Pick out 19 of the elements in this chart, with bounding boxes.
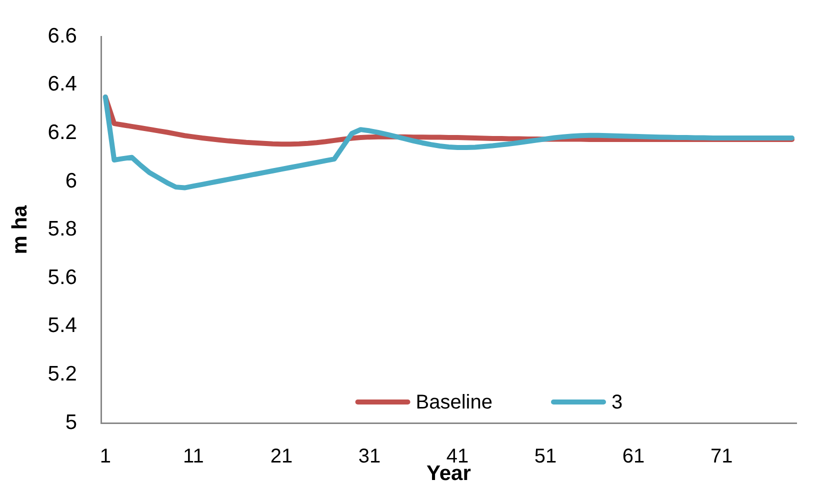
y-tick-label: 6: [65, 169, 77, 192]
x-tick-label: 51: [534, 446, 557, 468]
x-tick-label: 71: [710, 446, 733, 468]
x-tick-label: 61: [622, 446, 645, 468]
legend-label: Baseline: [416, 392, 492, 414]
x-tick-label: 31: [358, 446, 381, 468]
y-tick-label: 6.6: [48, 24, 77, 48]
y-tick-label: 5: [65, 410, 77, 434]
x-tick-label: 21: [270, 446, 293, 468]
y-tick-label: 6.2: [48, 120, 77, 144]
y-tick-label: 5.4: [48, 314, 78, 338]
x-tick-label: 1: [100, 446, 111, 468]
x-tick-label: 11: [183, 446, 204, 468]
legend-label: 3: [611, 392, 623, 414]
y-tick-label: 6.4: [48, 72, 78, 96]
y-axis-title: m ha: [8, 204, 32, 254]
y-tick-label: 5.2: [48, 362, 77, 386]
y-tick-label: 5.8: [48, 218, 77, 241]
y-tick-label: 5.6: [48, 266, 77, 289]
